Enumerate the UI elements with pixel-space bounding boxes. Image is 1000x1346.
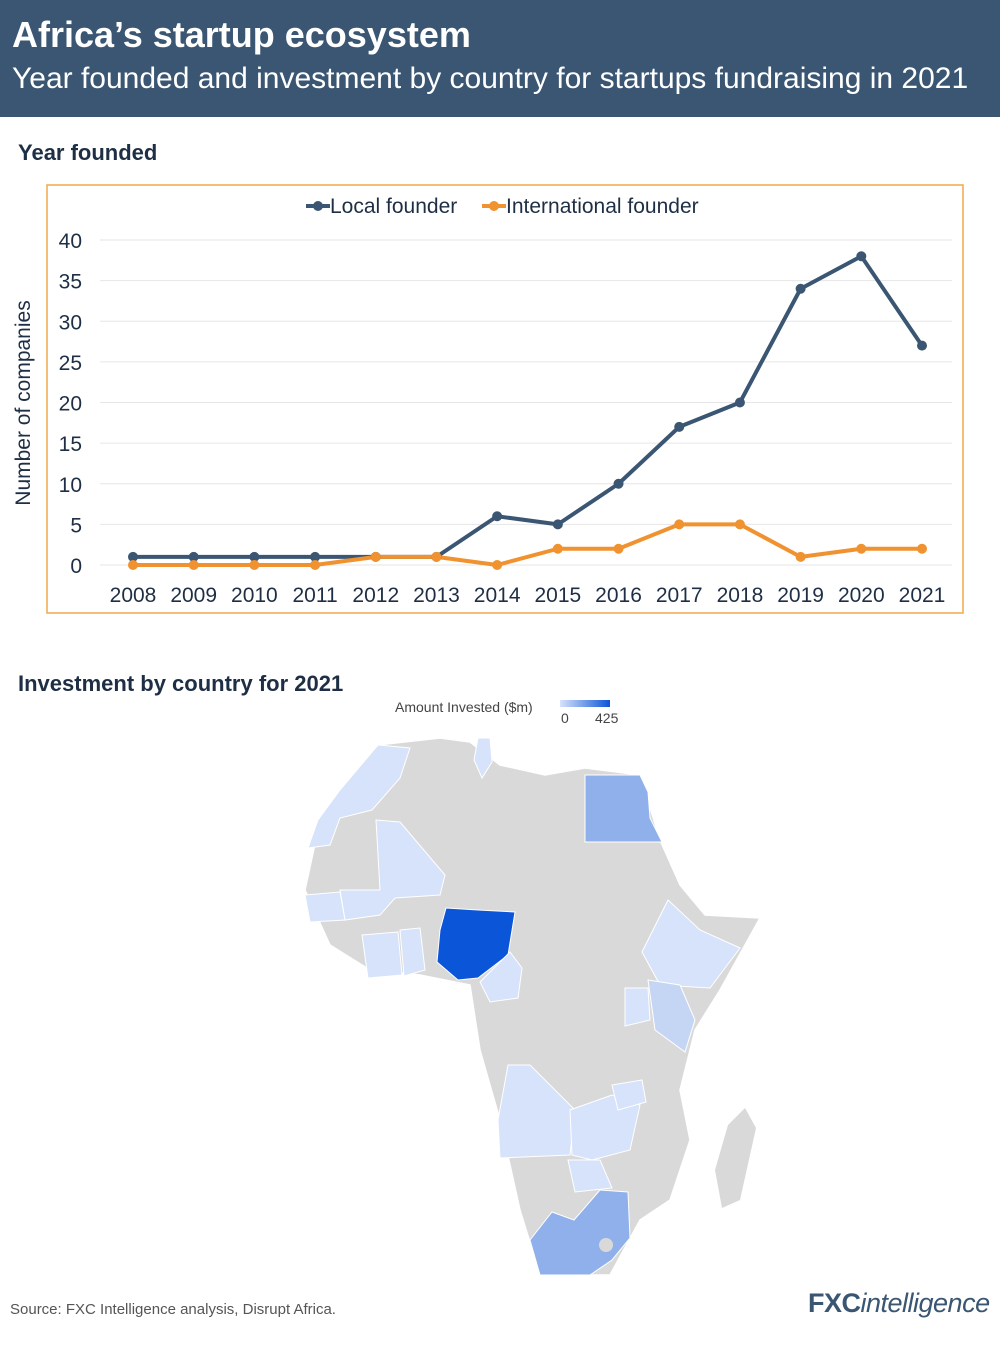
point-international-founder-2015 bbox=[552, 543, 563, 554]
source-note: Source: FXC Intelligence analysis, Disru… bbox=[10, 1301, 336, 1318]
y-tick-25: 25 bbox=[59, 352, 82, 375]
point-local-founder-2010 bbox=[249, 551, 260, 562]
y-tick-10: 10 bbox=[59, 474, 82, 497]
country-malawi bbox=[611, 1079, 647, 1111]
point-local-founder-2008 bbox=[128, 551, 138, 562]
africa-map bbox=[304, 737, 762, 1276]
country-ghana bbox=[399, 927, 426, 977]
point-international-founder-2019 bbox=[795, 551, 806, 562]
x-tick-2016: 2016 bbox=[595, 584, 642, 607]
y-tick-35: 35 bbox=[59, 271, 82, 294]
x-tick-2012: 2012 bbox=[352, 584, 399, 607]
point-international-founder-2017 bbox=[674, 519, 685, 530]
point-international-founder-2008 bbox=[128, 560, 138, 570]
point-local-founder-2014 bbox=[492, 511, 503, 522]
country-nigeria bbox=[436, 907, 516, 981]
map-legend: Amount Invested ($m) 0 425 bbox=[395, 699, 618, 726]
point-international-founder-2016 bbox=[613, 543, 624, 554]
country-angola bbox=[497, 1064, 576, 1159]
series-points bbox=[128, 251, 927, 570]
point-international-founder-2018 bbox=[734, 519, 745, 530]
x-tick-2019: 2019 bbox=[777, 584, 824, 607]
legend-label-local-founder: Local founder bbox=[330, 195, 457, 218]
map-legend-scale bbox=[560, 700, 610, 707]
country-morocco bbox=[307, 744, 411, 849]
x-tick-2011: 2011 bbox=[292, 584, 337, 607]
country-ethiopia bbox=[641, 899, 741, 989]
legend-marker-international-founder bbox=[489, 201, 499, 211]
map-lesotho bbox=[599, 1238, 613, 1252]
chart-frame bbox=[46, 184, 964, 614]
y-axis-label: Number of companies bbox=[12, 300, 35, 505]
point-local-founder-2015 bbox=[552, 519, 563, 530]
country-egypt bbox=[584, 774, 663, 843]
x-tick-2008: 2008 bbox=[110, 584, 157, 607]
map-legend-title: Amount Invested ($m) bbox=[395, 699, 533, 715]
country-zimbabwe bbox=[567, 1159, 613, 1193]
point-local-founder-2016 bbox=[613, 478, 624, 489]
country-south-africa bbox=[529, 1189, 631, 1276]
point-international-founder-2020 bbox=[856, 543, 867, 554]
y-tick-20: 20 bbox=[59, 393, 82, 416]
point-international-founder-2014 bbox=[492, 560, 503, 570]
point-local-founder-2009 bbox=[188, 551, 199, 562]
country-tunisia bbox=[473, 737, 493, 780]
x-tick-labels: 2008 2009 2010 2011 2012 2013 2014 2015 2016 2017… bbox=[110, 584, 946, 607]
country-cote-divoire bbox=[361, 931, 403, 979]
x-tick-2021: 2021 bbox=[899, 584, 946, 607]
country-cameroon bbox=[479, 951, 523, 1003]
series-line-international-founder bbox=[133, 522, 922, 567]
logo-bold: FXC bbox=[808, 1288, 861, 1318]
point-local-founder-2019 bbox=[795, 283, 806, 294]
y-tick-0: 0 bbox=[70, 555, 82, 578]
y-tick-40: 40 bbox=[59, 230, 82, 253]
x-tick-2009: 2009 bbox=[170, 584, 217, 607]
map-madagascar bbox=[715, 1108, 756, 1208]
point-local-founder-2021 bbox=[917, 340, 927, 351]
point-international-founder-2010 bbox=[249, 560, 260, 570]
y-tick-15: 15 bbox=[59, 433, 82, 456]
y-tick-30: 30 bbox=[59, 311, 82, 334]
point-local-founder-2017 bbox=[674, 421, 685, 432]
x-tick-2020: 2020 bbox=[838, 584, 885, 607]
section-title-year-founded: Year founded bbox=[18, 140, 158, 165]
x-tick-2010: 2010 bbox=[231, 584, 278, 607]
point-local-founder-2020 bbox=[856, 251, 867, 262]
y-tick-labels: 0 5 10 15 20 25 30 35 40 bbox=[59, 230, 82, 578]
legend-label-international-founder: International founder bbox=[506, 195, 699, 218]
point-international-founder-2009 bbox=[188, 560, 199, 570]
x-tick-2017: 2017 bbox=[656, 584, 703, 607]
page-subtitle: Year founded and investment by country f… bbox=[12, 62, 969, 95]
point-international-founder-2012 bbox=[370, 551, 381, 562]
line-chart: Number of companies 0 5 10 15 20 25 30 35 40 200… bbox=[12, 184, 964, 614]
point-international-founder-2021 bbox=[917, 543, 927, 554]
x-tick-2018: 2018 bbox=[717, 584, 764, 607]
y-tick-5: 5 bbox=[70, 514, 82, 537]
page-title: Africa’s startup ecosystem bbox=[12, 14, 471, 55]
africa-continent bbox=[304, 737, 762, 1276]
section-title-investment: Investment by country for 2021 bbox=[18, 671, 344, 696]
series-lines bbox=[133, 254, 924, 567]
country-zambia bbox=[569, 1094, 641, 1161]
fxc-logo: FXCintelligence bbox=[808, 1288, 990, 1319]
point-international-founder-2013 bbox=[431, 551, 442, 562]
series-line-local-founder bbox=[133, 254, 924, 559]
country-uganda bbox=[624, 987, 651, 1027]
point-international-founder-2011 bbox=[310, 560, 321, 570]
point-local-founder-2018 bbox=[734, 397, 745, 408]
country-kenya bbox=[647, 979, 696, 1053]
x-tick-2014: 2014 bbox=[474, 584, 521, 607]
x-tick-2013: 2013 bbox=[413, 584, 460, 607]
legend-marker-local-founder bbox=[313, 201, 323, 211]
header-banner: Africa’s startup ecosystem Year founded … bbox=[0, 0, 1000, 117]
map-legend-max: 425 bbox=[595, 710, 619, 726]
logo-light: intelligence bbox=[860, 1288, 991, 1318]
grid-lines bbox=[100, 239, 952, 566]
chart-legend: Local founder International founder bbox=[306, 195, 699, 218]
map-legend-min: 0 bbox=[561, 710, 569, 726]
country-senegal bbox=[304, 891, 346, 923]
country-mali bbox=[339, 819, 446, 921]
x-tick-2015: 2015 bbox=[534, 584, 581, 607]
point-local-founder-2011 bbox=[310, 551, 321, 562]
